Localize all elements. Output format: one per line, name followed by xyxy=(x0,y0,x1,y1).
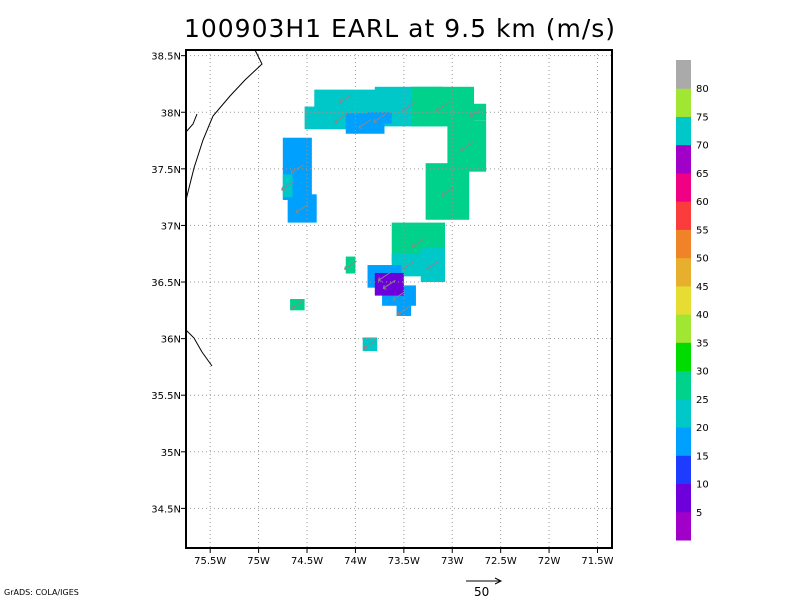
grid-lines xyxy=(186,50,612,548)
y-tick-label: 37N xyxy=(161,221,181,232)
x-tick-label: 75W xyxy=(247,556,270,567)
colorbar-swatch-16 xyxy=(676,60,691,89)
colorbar-swatch-2 xyxy=(676,455,691,485)
wind-vector-6 xyxy=(460,141,474,152)
colorbar-swatch-7 xyxy=(676,314,691,343)
colorbar-label: 30 xyxy=(696,367,709,378)
colorbar-label: 80 xyxy=(696,84,709,95)
y-axis-ticks: 38.5N 38N 37.5N 37N 36.5N 36N 35.5N 35N 34.5N xyxy=(151,52,186,515)
wind-vector-14 xyxy=(382,279,396,290)
y-tick-label: 35N xyxy=(161,448,181,459)
colorbar-label: 55 xyxy=(696,225,709,236)
colorbar: 5 10 15 20 25 30 35 40 45 50 55 60 65 70 75 80 xyxy=(676,60,709,541)
colorbar-label: 45 xyxy=(696,282,709,293)
wind-vector-7 xyxy=(469,107,483,118)
colorbar-swatch-11 xyxy=(676,201,691,230)
y-tick-label: 38.5N xyxy=(151,52,181,63)
colorbar-label: 50 xyxy=(696,254,709,265)
wind-vector-12 xyxy=(377,271,391,282)
reference-vector-label: 50 xyxy=(474,585,490,599)
colorbar-swatch-5 xyxy=(676,370,691,400)
wind-vector-20 xyxy=(290,300,304,311)
wind-vector-10 xyxy=(402,260,415,271)
colorbar-label: 60 xyxy=(696,197,709,208)
x-tick-label: 72.5W xyxy=(485,556,517,567)
colorbar-label: 70 xyxy=(696,141,709,152)
colorbar-label: 40 xyxy=(696,310,709,321)
x-tick-label: 74W xyxy=(344,556,367,567)
colorbar-swatch-14 xyxy=(676,116,691,146)
x-tick-label: 72W xyxy=(538,556,561,567)
colorbar-label: 25 xyxy=(696,395,709,406)
colorbar-label: 15 xyxy=(696,451,709,462)
map-title: 100903H1 EARL at 9.5 km (m/s) xyxy=(183,14,617,43)
colorbar-swatch-0 xyxy=(676,511,691,541)
colorbar-swatch-8 xyxy=(676,285,691,315)
colorbar-swatch-3 xyxy=(676,427,691,456)
wind-vector-11 xyxy=(426,260,440,271)
colorbar-label: 35 xyxy=(696,338,709,349)
wind-vector-5 xyxy=(435,102,449,113)
wind-vector-8 xyxy=(440,187,454,197)
x-tick-label: 73.5W xyxy=(388,556,420,567)
colorbar-swatch-4 xyxy=(676,398,691,428)
wind-vector-21 xyxy=(363,339,377,350)
coastline xyxy=(185,49,263,367)
colorbar-swatch-13 xyxy=(676,144,691,174)
y-tick-label: 34.5N xyxy=(151,504,181,515)
y-tick-label: 35.5N xyxy=(151,391,181,402)
colorbar-label: 65 xyxy=(696,169,709,180)
colorbar-swatch-1 xyxy=(676,483,691,513)
colorbar-label: 75 xyxy=(696,112,709,123)
colorbar-label: 20 xyxy=(696,423,709,434)
y-tick-label: 38N xyxy=(161,108,181,119)
wind-vector-13 xyxy=(392,291,406,302)
wind-vector-2 xyxy=(402,102,415,113)
x-tick-label: 74.5W xyxy=(291,556,323,567)
reference-vector xyxy=(466,577,503,585)
wind-vector-3 xyxy=(358,119,372,130)
y-tick-label: 36N xyxy=(161,335,181,346)
y-tick-label: 37.5N xyxy=(151,165,181,176)
colorbar-swatch-10 xyxy=(676,229,691,259)
colorbar-swatch-6 xyxy=(676,342,691,372)
wind-vector-19 xyxy=(343,260,357,271)
colorbar-label: 5 xyxy=(696,508,702,519)
colorbar-swatch-15 xyxy=(676,88,691,117)
x-tick-label: 71.5W xyxy=(581,556,613,567)
colorbar-label: 10 xyxy=(696,480,709,491)
x-axis-ticks: 75.5W 75W 74.5W 74W 73.5W 73W 72.5W 72W 71.5W xyxy=(194,548,614,567)
wind-vector-18 xyxy=(281,181,294,192)
plot-frame xyxy=(185,49,613,549)
credit-text: GrADS: COLA/IGES xyxy=(4,588,79,597)
y-tick-label: 36.5N xyxy=(151,278,181,289)
wind-vector-16 xyxy=(290,164,304,175)
colorbar-swatch-12 xyxy=(676,172,691,202)
x-tick-label: 75.5W xyxy=(194,556,226,567)
colorbar-swatch-9 xyxy=(676,257,691,287)
wind-vector-0 xyxy=(334,113,348,124)
wind-vector-17 xyxy=(295,204,309,214)
wind-vector-9 xyxy=(411,237,425,248)
x-tick-label: 73W xyxy=(441,556,464,567)
plot-area xyxy=(281,86,487,352)
wind-vector-4 xyxy=(373,113,386,124)
wind-vector-1 xyxy=(339,94,353,105)
